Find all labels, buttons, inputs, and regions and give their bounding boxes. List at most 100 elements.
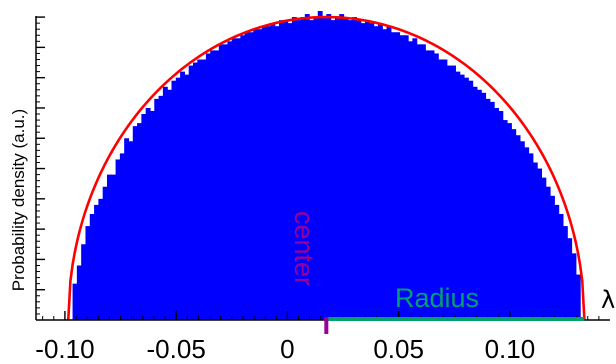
x-axis-tick-labels: -0.10 -0.05 0 0.05 0.10 bbox=[35, 334, 535, 364]
histogram-bar bbox=[205, 53, 211, 321]
histogram-bar bbox=[386, 26, 392, 321]
x-tick-label: -0.10 bbox=[35, 334, 94, 364]
histogram-bar bbox=[433, 53, 439, 321]
histogram-bar bbox=[304, 14, 310, 320]
histogram-bar bbox=[227, 41, 233, 321]
histogram-bar bbox=[180, 71, 185, 320]
histogram-bar bbox=[489, 101, 495, 320]
histogram-bar bbox=[429, 50, 435, 320]
histogram-bar bbox=[498, 110, 504, 320]
histogram-bar bbox=[334, 17, 340, 321]
histogram-bar bbox=[352, 17, 358, 321]
histogram-bar bbox=[149, 110, 155, 320]
x-tick-label: 0.10 bbox=[485, 334, 536, 364]
histogram-bar bbox=[524, 147, 530, 320]
histogram-bar bbox=[562, 226, 568, 320]
histogram-bar bbox=[519, 141, 525, 320]
histogram-bar bbox=[382, 29, 388, 320]
histogram-bar bbox=[399, 35, 405, 320]
histogram-bar bbox=[128, 141, 134, 320]
histogram-bar bbox=[356, 20, 362, 320]
histogram-bar bbox=[214, 50, 220, 320]
histogram-bar bbox=[567, 238, 573, 320]
radius-annotation: Radius bbox=[395, 283, 479, 313]
histogram-bar bbox=[554, 204, 560, 320]
histogram-bar bbox=[373, 26, 379, 321]
histogram-bar bbox=[313, 17, 319, 321]
histogram-bar bbox=[502, 120, 508, 320]
histogram-bar bbox=[257, 29, 263, 320]
histogram-bar bbox=[515, 135, 521, 320]
histogram-bar bbox=[369, 23, 375, 321]
histogram-bar bbox=[188, 65, 194, 320]
histogram-bar bbox=[184, 74, 190, 320]
histogram-bar bbox=[339, 14, 345, 320]
histogram-bar bbox=[575, 274, 581, 320]
histogram-bar bbox=[296, 20, 302, 320]
histogram-bar bbox=[192, 62, 198, 321]
histogram-bar bbox=[210, 50, 216, 320]
histogram-bar bbox=[425, 50, 431, 320]
histogram-bar bbox=[270, 23, 276, 321]
x-axis-title: λ bbox=[601, 286, 615, 314]
histogram-bar bbox=[468, 80, 474, 320]
histogram-bar bbox=[528, 153, 534, 320]
histogram-bar bbox=[459, 74, 465, 320]
histogram-bar bbox=[511, 129, 517, 320]
histogram-bar bbox=[365, 20, 370, 320]
histogram-bar bbox=[94, 204, 99, 320]
histogram-bar bbox=[145, 107, 151, 320]
histogram-bar bbox=[558, 213, 564, 320]
histogram-bar bbox=[141, 114, 147, 321]
histogram-bar bbox=[248, 32, 254, 321]
histogram-bar bbox=[343, 17, 349, 321]
histogram-bar bbox=[545, 186, 551, 320]
histogram-bar bbox=[223, 44, 229, 320]
histogram-bar bbox=[137, 123, 142, 320]
histogram-bar bbox=[494, 107, 499, 320]
histogram-bar bbox=[283, 20, 289, 320]
histogram-bar bbox=[81, 244, 87, 320]
histogram-bar bbox=[119, 153, 125, 320]
histogram-bar bbox=[124, 138, 130, 320]
histogram-bar bbox=[85, 226, 91, 320]
histogram-bar bbox=[201, 59, 207, 320]
histogram-bar bbox=[231, 38, 237, 321]
histogram-bar bbox=[438, 59, 444, 320]
histogram-bar bbox=[481, 92, 487, 320]
histogram-bar bbox=[485, 98, 491, 321]
histogram-bar bbox=[451, 65, 456, 320]
histogram-bar bbox=[377, 23, 383, 321]
histogram-bar bbox=[309, 20, 315, 320]
x-tick-label: 0.05 bbox=[373, 334, 424, 364]
histogram-bar bbox=[360, 23, 366, 321]
histogram-bar bbox=[300, 17, 306, 321]
histogram-bar bbox=[537, 168, 543, 320]
histogram-bar bbox=[218, 44, 224, 320]
histogram-bar bbox=[412, 38, 418, 321]
histogram-bar bbox=[446, 65, 452, 320]
histogram-bar bbox=[317, 11, 323, 321]
semicircle-fit-curve bbox=[66, 15, 586, 321]
histogram-bar bbox=[244, 32, 250, 321]
histogram-bar bbox=[274, 26, 280, 321]
histogram-bar bbox=[420, 44, 426, 320]
x-tick-label: 0 bbox=[280, 334, 294, 364]
histogram-bar bbox=[175, 77, 181, 320]
histogram-bar bbox=[550, 195, 555, 320]
histogram-bar bbox=[322, 17, 327, 321]
histogram-bar bbox=[279, 20, 284, 320]
histogram-bar bbox=[167, 89, 173, 320]
histogram-bar bbox=[395, 32, 401, 321]
histogram-bar bbox=[476, 89, 482, 320]
histogram-bar bbox=[347, 20, 353, 320]
histogram-bar bbox=[171, 80, 177, 320]
histogram-bar bbox=[98, 198, 104, 320]
histogram-bar bbox=[253, 29, 259, 320]
histogram-bar bbox=[197, 59, 203, 320]
histogram-bar bbox=[408, 41, 413, 321]
histogram-bar bbox=[330, 20, 336, 320]
y-axis-title: Probability density (a.u.) bbox=[9, 109, 28, 291]
histogram-bar bbox=[72, 283, 78, 320]
